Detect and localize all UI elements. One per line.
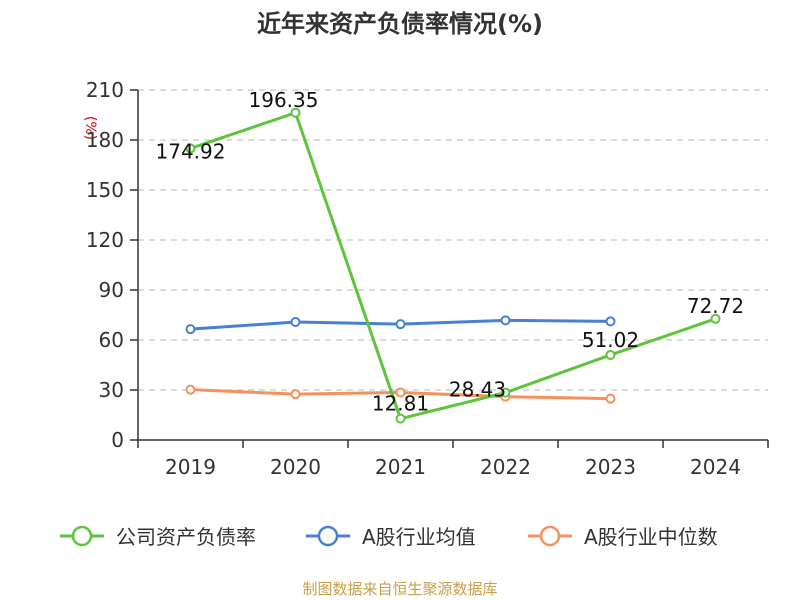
y-tick-label: 180	[86, 128, 124, 152]
data-point	[605, 316, 616, 327]
data-label: 12.81	[372, 392, 429, 416]
data-point	[290, 107, 301, 118]
y-axis-unit: (%)	[82, 116, 98, 140]
chart-title: 近年来资产负债率情况(%)	[257, 10, 543, 38]
axes: 0 30 60 90 120 150 180 210 2019 2020 2021 2022 2023 2…	[86, 78, 769, 479]
y-tick-label: 210	[86, 78, 124, 102]
data-point	[710, 313, 721, 324]
data-label: 174.92	[156, 139, 226, 163]
series-line	[190, 111, 716, 421]
x-tick-label: 2022	[480, 455, 531, 479]
y-tick-label: 30	[99, 378, 124, 402]
legend-label: A股行业中位数	[584, 525, 718, 549]
y-tick-label: 120	[86, 228, 124, 252]
data-label: 28.43	[449, 378, 506, 402]
data-labels: 174.92 196.35 12.81 28.43 51.02 72.72	[156, 88, 745, 416]
data-point	[395, 319, 406, 330]
data-point	[605, 349, 616, 360]
data-label: 72.72	[687, 294, 744, 318]
legend-marker	[317, 525, 339, 547]
data-point	[500, 315, 511, 326]
legend-label: 公司资产负债率	[116, 525, 256, 549]
legend-label: A股行业均值	[362, 525, 476, 549]
data-point	[290, 389, 301, 400]
y-tick-label: 60	[99, 328, 124, 352]
data-point	[185, 384, 196, 395]
series-layer	[185, 107, 721, 424]
data-point	[290, 317, 301, 327]
y-tick-label: 0	[111, 428, 124, 452]
legend-marker	[539, 525, 561, 547]
data-label: 196.35	[249, 88, 319, 112]
data-label: 51.02	[582, 328, 639, 352]
x-tick-label: 2023	[585, 455, 636, 479]
x-tick-label: 2020	[270, 455, 321, 479]
x-tick-label: 2019	[165, 455, 216, 479]
y-tick-label: 90	[99, 278, 124, 302]
grid-lines	[138, 89, 768, 391]
data-point	[395, 413, 406, 424]
y-tick-label: 150	[86, 178, 124, 202]
data-point	[185, 143, 196, 154]
legend: 公司资产负债率 A股行业均值 A股行业中位数	[60, 525, 718, 549]
data-point	[185, 324, 196, 335]
source-note: 制图数据来自恒生聚源数据库	[302, 580, 497, 598]
x-tick-label: 2021	[375, 455, 426, 479]
x-tick-label: 2024	[690, 455, 741, 479]
data-point	[500, 387, 511, 398]
legend-marker	[71, 525, 93, 547]
data-point	[395, 387, 406, 398]
data-point	[605, 393, 616, 404]
